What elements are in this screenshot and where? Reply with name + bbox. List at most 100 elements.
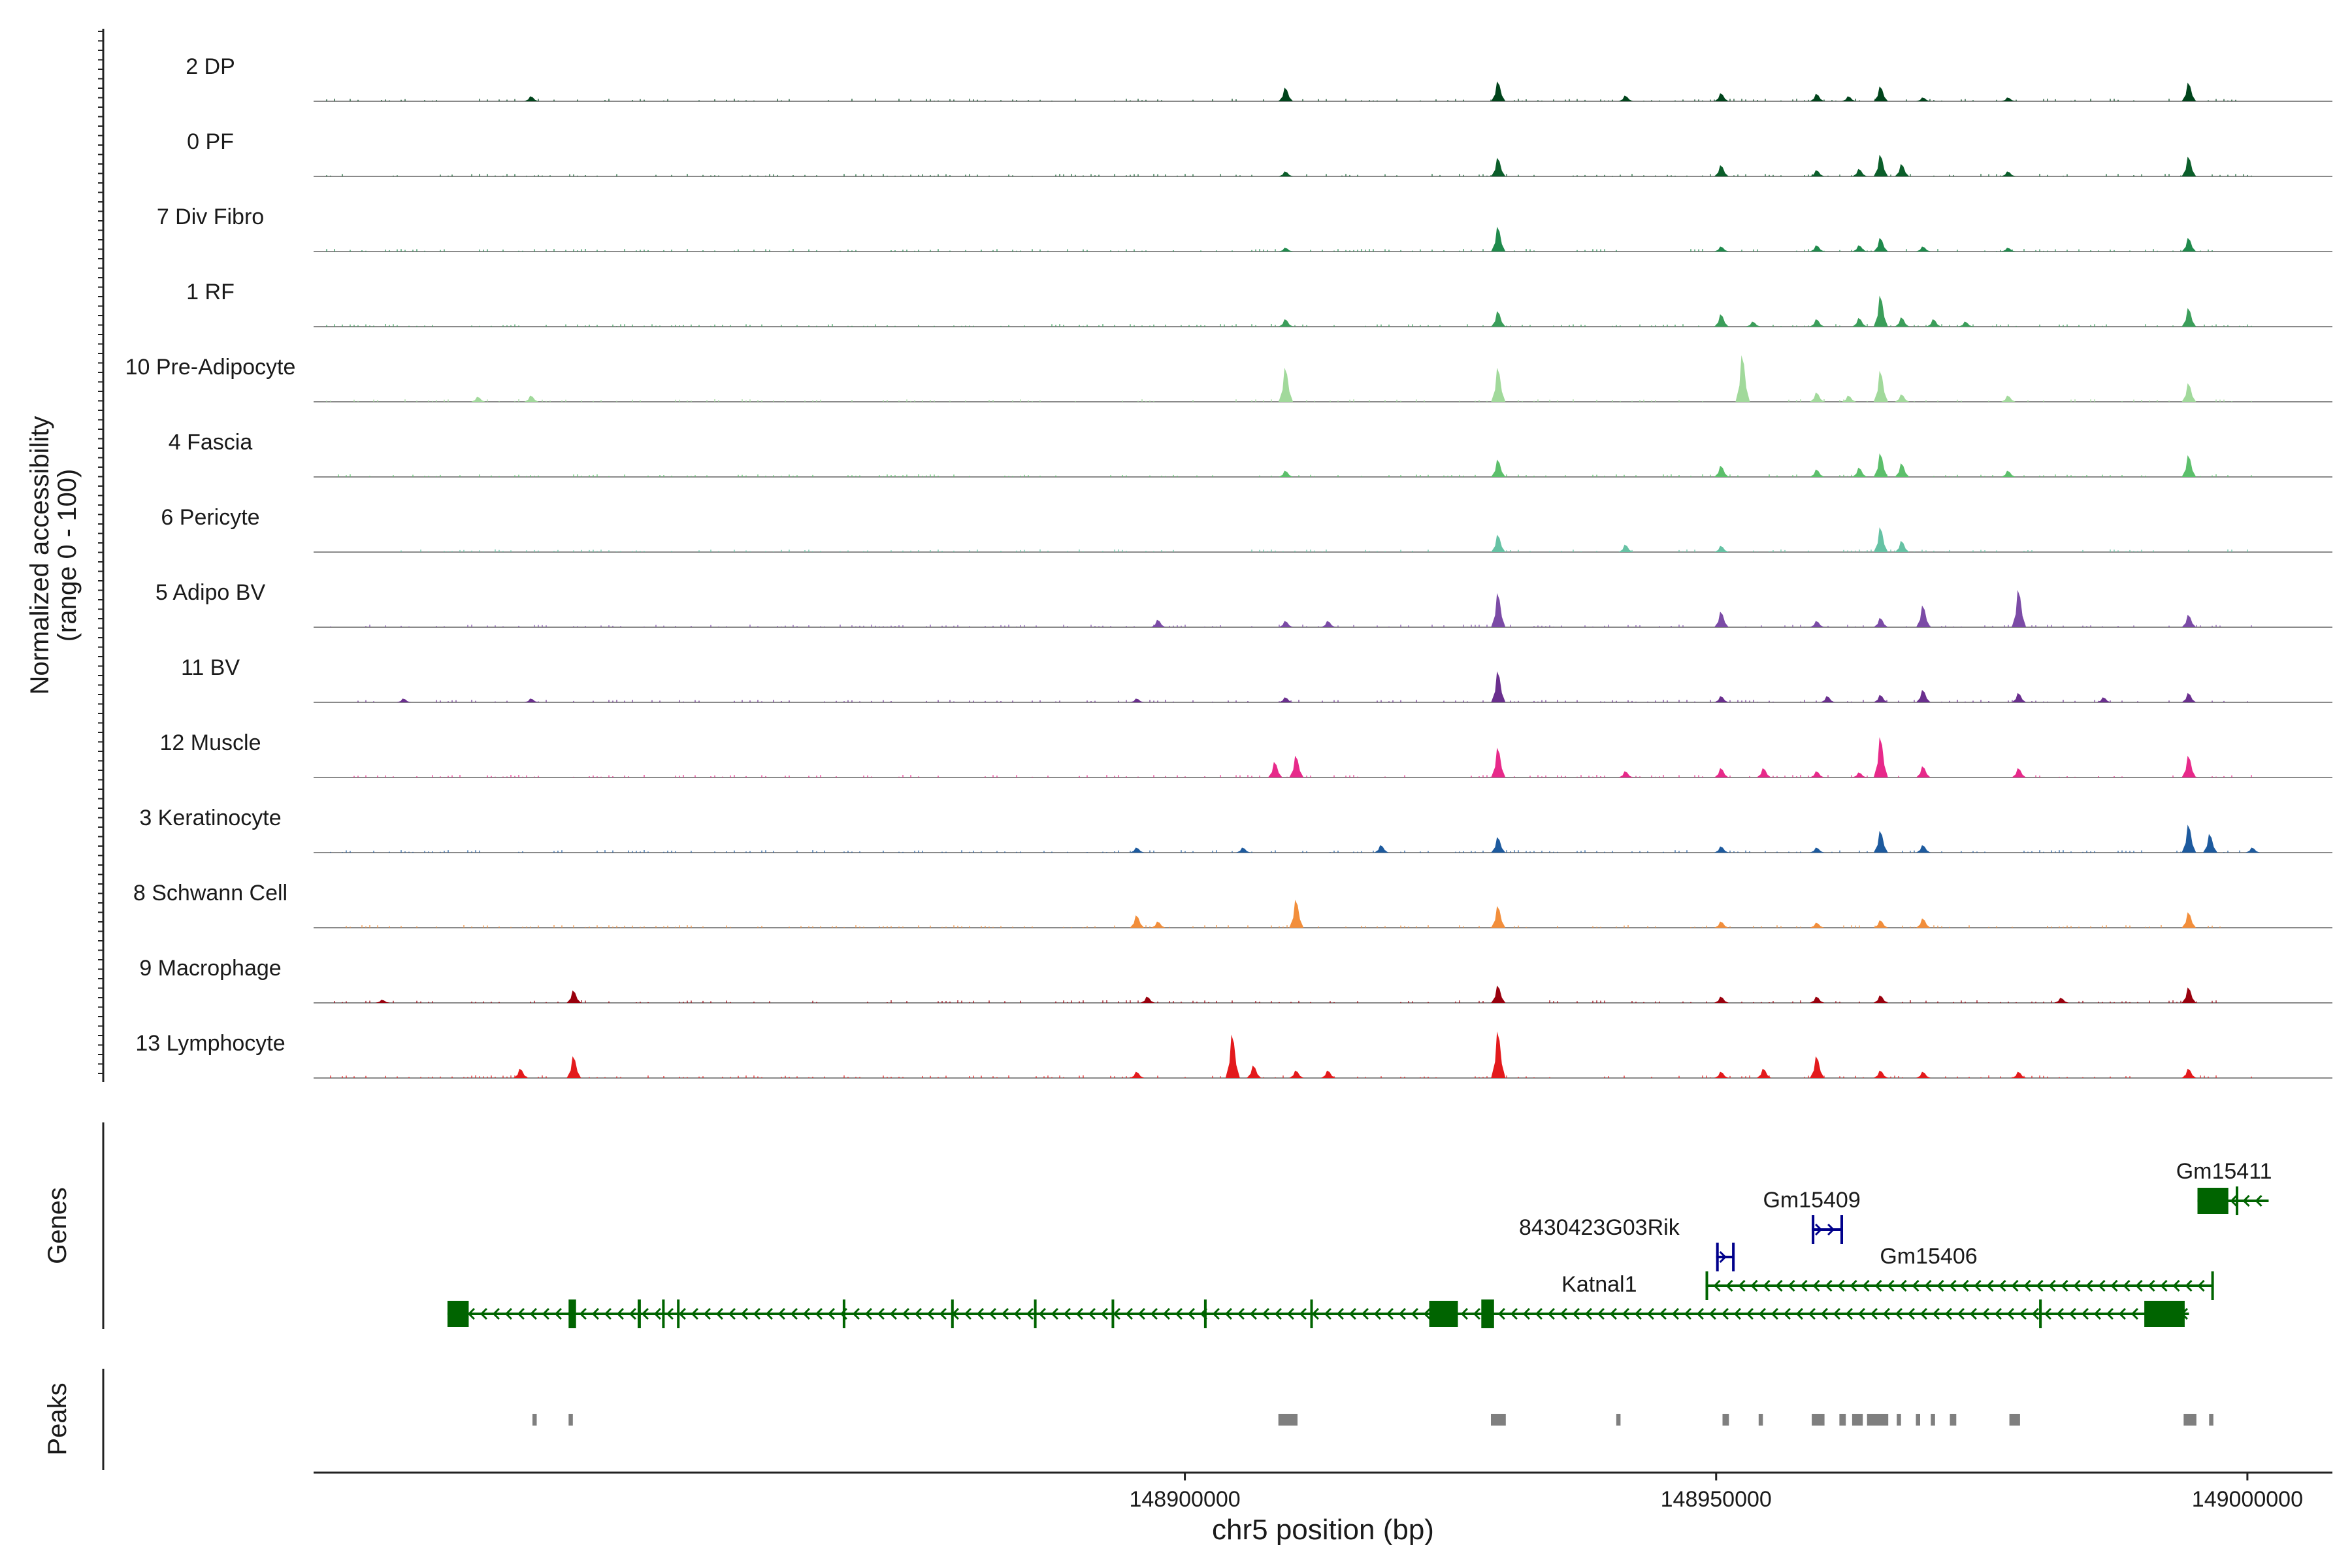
accessibility-peak bbox=[1916, 918, 1931, 928]
accessibility-peak bbox=[1895, 317, 1910, 327]
gene-exon bbox=[1310, 1299, 1313, 1328]
accessibility-peak bbox=[1810, 923, 1825, 928]
gene-strand-arrows bbox=[1713, 1279, 2205, 1292]
accessibility-peak bbox=[1873, 920, 1888, 928]
gene-label: 8430423G03Rik bbox=[1519, 1215, 1680, 1240]
accessibility-peak bbox=[1916, 845, 1931, 853]
y-axis-title-line1: Normalized accessibility bbox=[25, 416, 54, 695]
gene-exon bbox=[1481, 1299, 1494, 1328]
accessibility-peak bbox=[1810, 1056, 1825, 1078]
accessibility-peak bbox=[2012, 590, 2027, 627]
gene-8430423g03rik: 8430423G03Rik bbox=[1519, 1215, 1735, 1271]
accessibility-peak bbox=[2001, 395, 2016, 402]
accessibility-peak bbox=[1714, 996, 1729, 1003]
accessibility-peak bbox=[1289, 900, 1304, 928]
accessibility-peak bbox=[2001, 470, 2016, 477]
track-8-schwann-cell: 8 Schwann Cell bbox=[133, 881, 2332, 928]
accessibility-peak bbox=[1842, 395, 1856, 402]
accessibility-peak bbox=[1895, 463, 1910, 477]
accessibility-peak bbox=[1714, 314, 1729, 327]
accessibility-peak bbox=[1916, 97, 1931, 101]
accessibility-peak bbox=[1873, 737, 1888, 777]
accessibility-peak bbox=[1491, 906, 1506, 928]
peak-region bbox=[1722, 1414, 1729, 1426]
accessibility-peak bbox=[1820, 696, 1835, 702]
accessibility-peak bbox=[2181, 1068, 2197, 1078]
accessibility-peak bbox=[1756, 768, 1771, 777]
peak-region bbox=[1950, 1414, 1957, 1426]
accessibility-peak bbox=[1927, 319, 1942, 327]
peak-region bbox=[1916, 1414, 1920, 1426]
peak-region bbox=[2183, 1414, 2197, 1426]
gene-exon bbox=[447, 1301, 469, 1327]
gene-exon bbox=[1732, 1243, 1735, 1271]
accessibility-peak bbox=[2097, 697, 2112, 702]
peak-region bbox=[1812, 1414, 1825, 1426]
accessibility-peak bbox=[1873, 238, 1888, 252]
accessibility-peak bbox=[2181, 308, 2197, 327]
accessibility-peak bbox=[1714, 612, 1729, 627]
x-axis-title: chr5 position (bp) bbox=[1212, 1514, 1434, 1546]
peak-region bbox=[1931, 1414, 1935, 1426]
gene-gm15411: Gm15411 bbox=[2176, 1159, 2272, 1215]
accessibility-peak bbox=[2181, 82, 2197, 101]
accessibility-peak bbox=[1895, 394, 1910, 402]
accessibility-peak bbox=[1491, 367, 1506, 402]
gene-exon bbox=[1812, 1215, 1815, 1244]
accessibility-peak bbox=[2181, 912, 2197, 928]
y-axis: Normalized accessibility (range 0 - 100) bbox=[25, 29, 105, 1082]
track-label: 7 Div Fibro bbox=[157, 204, 264, 229]
accessibility-peak bbox=[2181, 825, 2197, 853]
gene-exon bbox=[2144, 1301, 2185, 1327]
accessibility-tracks: 2 DP 0 PF 7 Div Fibro 1 RF 10 Pre-Adipocyte 4… bbox=[125, 54, 2332, 1079]
track-2-dp: 2 DP bbox=[186, 54, 2332, 102]
gene-exon bbox=[638, 1299, 641, 1328]
gene-label: Gm15406 bbox=[1880, 1244, 1977, 1269]
accessibility-peak bbox=[1289, 755, 1304, 777]
track-label: 12 Muscle bbox=[160, 730, 261, 755]
accessibility-peak bbox=[2181, 156, 2197, 176]
track-background-signal bbox=[326, 324, 2252, 327]
accessibility-peak bbox=[1247, 1066, 1262, 1078]
accessibility-peak bbox=[1916, 690, 1931, 702]
gene-strand-arrows bbox=[1719, 1250, 1727, 1264]
accessibility-peak bbox=[1852, 245, 1867, 252]
accessibility-peak bbox=[1491, 593, 1506, 627]
accessibility-peak bbox=[1279, 248, 1294, 252]
accessibility-peak bbox=[1810, 392, 1825, 402]
accessibility-peak bbox=[1714, 165, 1729, 176]
accessibility-peak bbox=[2001, 248, 2016, 252]
gene-exon bbox=[951, 1299, 954, 1328]
accessibility-peak bbox=[1852, 169, 1867, 176]
accessibility-peak bbox=[1374, 845, 1389, 853]
x-axis-tick-label: 148950000 bbox=[1661, 1487, 1772, 1512]
accessibility-peak bbox=[2001, 171, 2016, 176]
track-4-fascia: 4 Fascia bbox=[169, 430, 2332, 478]
track-label: 9 Macrophage bbox=[139, 956, 281, 981]
accessibility-peak bbox=[524, 96, 539, 101]
track-9-macrophage: 9 Macrophage bbox=[139, 956, 2332, 1004]
accessibility-peak bbox=[1130, 1071, 1145, 1078]
accessibility-peak bbox=[2181, 987, 2197, 1003]
accessibility-peak bbox=[1279, 470, 1294, 477]
accessibility-peak bbox=[2054, 998, 2069, 1003]
track-background-signal bbox=[326, 174, 2252, 176]
accessibility-peak bbox=[1236, 847, 1250, 853]
track-label: 8 Schwann Cell bbox=[133, 881, 287, 906]
accessibility-peak bbox=[1714, 921, 1729, 928]
track-label: 1 RF bbox=[186, 280, 235, 304]
accessibility-peak bbox=[1151, 619, 1166, 627]
peak-region bbox=[1758, 1414, 1763, 1426]
accessibility-peak bbox=[1491, 671, 1506, 702]
gene-label: Katnal1 bbox=[1561, 1272, 1637, 1297]
accessibility-peak bbox=[1491, 837, 1506, 853]
accessibility-peak bbox=[1810, 170, 1825, 176]
accessibility-peak bbox=[1279, 367, 1294, 402]
accessibility-peak bbox=[1130, 915, 1145, 928]
accessibility-peak bbox=[1810, 469, 1825, 477]
accessibility-peak bbox=[1916, 1071, 1931, 1078]
track-label: 11 BV bbox=[181, 655, 240, 680]
accessibility-peak bbox=[1491, 534, 1506, 552]
track-11-bv: 11 BV bbox=[181, 655, 2332, 703]
